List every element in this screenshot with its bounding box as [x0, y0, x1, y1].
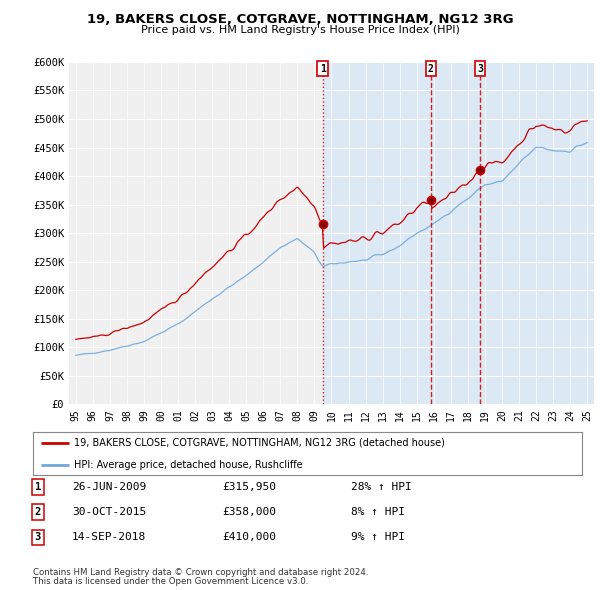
Text: 2: 2	[35, 507, 41, 517]
Text: £410,000: £410,000	[222, 533, 276, 542]
Text: Contains HM Land Registry data © Crown copyright and database right 2024.: Contains HM Land Registry data © Crown c…	[33, 568, 368, 577]
Text: £315,950: £315,950	[222, 482, 276, 491]
Text: 2: 2	[428, 64, 434, 74]
Text: £358,000: £358,000	[222, 507, 276, 517]
Text: 19, BAKERS CLOSE, COTGRAVE, NOTTINGHAM, NG12 3RG: 19, BAKERS CLOSE, COTGRAVE, NOTTINGHAM, …	[86, 13, 514, 26]
Bar	[323, 62, 600, 404]
Text: 1: 1	[35, 482, 41, 491]
Text: 14-SEP-2018: 14-SEP-2018	[72, 533, 146, 542]
Text: 8% ↑ HPI: 8% ↑ HPI	[351, 507, 405, 517]
Text: 28% ↑ HPI: 28% ↑ HPI	[351, 482, 412, 491]
Bar	[59, 62, 323, 404]
Text: 26-JUN-2009: 26-JUN-2009	[72, 482, 146, 491]
Text: 1: 1	[320, 64, 326, 74]
Text: 3: 3	[35, 533, 41, 542]
Text: 3: 3	[477, 64, 483, 74]
Text: 30-OCT-2015: 30-OCT-2015	[72, 507, 146, 517]
Text: 9% ↑ HPI: 9% ↑ HPI	[351, 533, 405, 542]
Text: 19, BAKERS CLOSE, COTGRAVE, NOTTINGHAM, NG12 3RG (detached house): 19, BAKERS CLOSE, COTGRAVE, NOTTINGHAM, …	[74, 438, 445, 448]
Text: HPI: Average price, detached house, Rushcliffe: HPI: Average price, detached house, Rush…	[74, 460, 303, 470]
Text: Price paid vs. HM Land Registry's House Price Index (HPI): Price paid vs. HM Land Registry's House …	[140, 25, 460, 35]
Text: This data is licensed under the Open Government Licence v3.0.: This data is licensed under the Open Gov…	[33, 578, 308, 586]
